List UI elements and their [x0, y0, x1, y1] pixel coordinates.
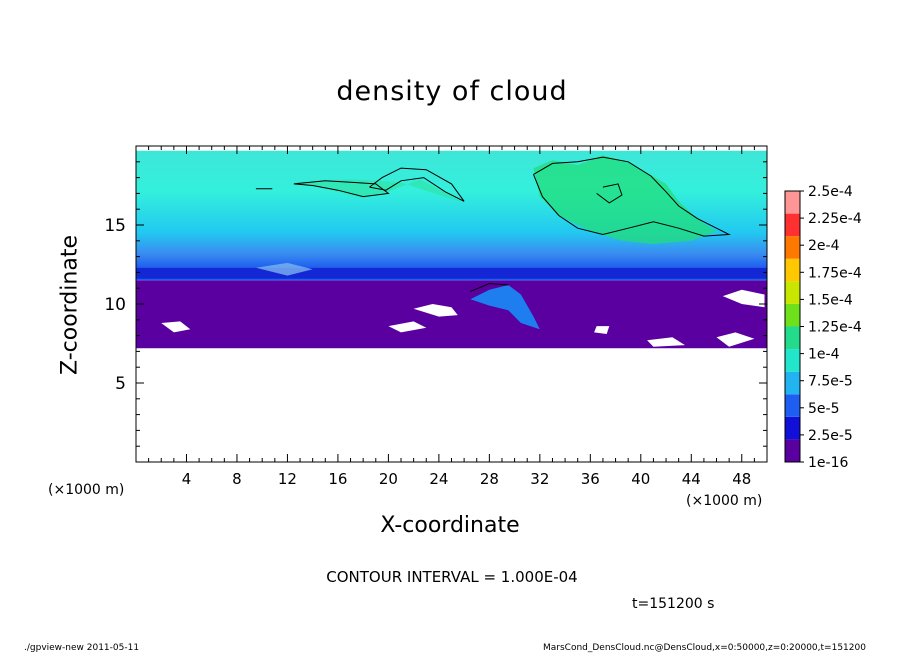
x-axis-label: X-coordinate	[380, 513, 520, 538]
cloud-features	[136, 155, 767, 347]
light-patch-left	[255, 262, 313, 276]
x-unit-left: (×1000 m)	[48, 482, 125, 498]
cloud-gap	[388, 321, 427, 333]
green-patch-right	[533, 155, 717, 244]
colorbar-swatch	[785, 303, 800, 327]
contour-lines	[255, 156, 731, 292]
x-tick-label: 20	[379, 470, 398, 488]
y-tick-label: 5	[115, 374, 126, 394]
colorbar-swatch	[785, 349, 800, 372]
x-unit-right: (×1000 m)	[686, 493, 763, 509]
cloud-gap	[716, 332, 755, 347]
contour-interval: CONTOUR INTERVAL = 1.000E-04	[326, 568, 578, 586]
colorbar-label: 2.25e-4	[808, 211, 862, 227]
colorbar-swatch	[785, 416, 800, 440]
colorbar-label: 2.5e-5	[808, 428, 853, 444]
x-tick-label: 16	[328, 470, 347, 488]
colorbar-swatch	[785, 326, 800, 350]
colorbar-swatch	[785, 439, 800, 462]
colorbar-label: 2.5e-4	[808, 184, 853, 200]
colorbar-label: 1.25e-4	[808, 320, 862, 336]
colorbar-label: 1e-16	[808, 455, 848, 471]
contour-line	[596, 183, 623, 204]
x-ticks: 4 8 12 16 20 24 28 32 36 40 44 48	[148, 146, 755, 488]
footer-right: MarsCond_DensCloud.nc@DensCloud,x=0:5000…	[543, 643, 866, 653]
x-tick-label: 36	[581, 470, 600, 488]
colorbar-label: 1e-4	[808, 347, 840, 363]
colorbar-swatch	[785, 371, 800, 395]
layer-no-cloud	[136, 348, 767, 462]
cloud-gap	[413, 304, 458, 317]
x-tick-label: 32	[530, 470, 549, 488]
colorbar-label: 1.75e-4	[808, 265, 862, 281]
colorbar-label: 7.5e-5	[808, 374, 853, 390]
contour-line	[369, 167, 465, 202]
x-tick-label: 4	[182, 470, 192, 488]
colorbar-swatch	[785, 236, 800, 259]
colorbar: 1e-16 2.5e-5 5e-5 7.5e-5 1e-4 1.25e-4 1.5e-4 1.…	[784, 184, 862, 471]
x-tick-label: 44	[682, 470, 701, 488]
x-tick-label: 40	[631, 470, 650, 488]
x-tick-label: 24	[429, 470, 448, 488]
chart-title: density of cloud	[336, 76, 568, 107]
contour-line	[293, 180, 390, 198]
y-axis-label: Z-coordinate	[57, 235, 83, 375]
cloud-gap	[161, 321, 191, 333]
colorbar-label: 5e-5	[808, 401, 839, 417]
contour-line	[533, 156, 731, 237]
cloud-gap	[647, 337, 685, 347]
colorbar-swatch	[785, 394, 800, 417]
green-patch-left	[293, 179, 465, 203]
cloud-gap	[722, 289, 765, 308]
dark-blue-band	[136, 267, 767, 279]
colorbar-label: 1.5e-4	[808, 292, 853, 308]
cloud-gap	[594, 326, 610, 334]
time-label: t=151200 s	[632, 596, 715, 612]
x-tick-label: 28	[480, 470, 499, 488]
colorbar-swatch	[785, 213, 800, 237]
contour-line	[470, 282, 509, 292]
y-tick-label: 10	[104, 295, 126, 315]
x-tick-label: 48	[732, 470, 751, 488]
colorbar-swatch	[785, 191, 800, 214]
colorbar-swatch	[785, 258, 800, 282]
x-tick-label: 12	[278, 470, 297, 488]
colorbar-swatch	[785, 281, 800, 304]
y-ticks: 5 10 15	[104, 161, 767, 447]
y-tick-label: 15	[104, 216, 126, 236]
x-tick-label: 8	[232, 470, 242, 488]
blue-patch-center	[470, 285, 540, 330]
footer-left: ./gpview-new 2011-05-11	[24, 643, 140, 653]
colorbar-label: 2e-4	[808, 238, 840, 254]
